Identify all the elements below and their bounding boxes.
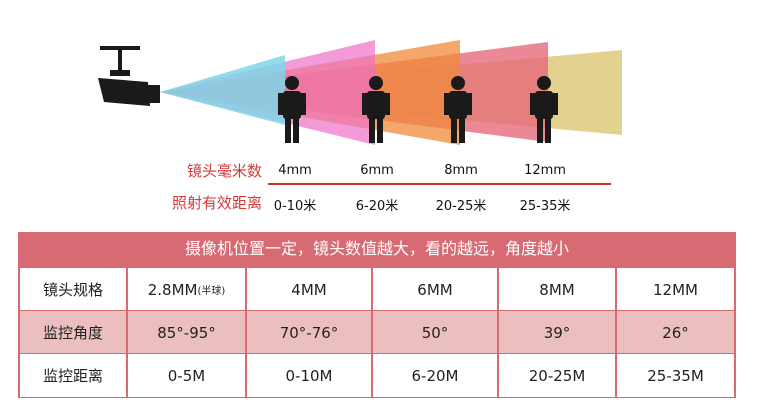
divider-line: [268, 183, 611, 185]
beam-4mm: [160, 55, 285, 125]
lens-value: 8mm: [444, 163, 478, 178]
lens-value: 6mm: [360, 163, 394, 178]
table-row: 监控角度 85°-95° 70°-76° 50° 39° 26°: [20, 311, 734, 354]
lens-value: 12mm: [524, 163, 566, 178]
row-label: 监控距离: [20, 354, 128, 397]
row-label: 监控角度: [20, 311, 128, 354]
cell-value: 2.8MM: [147, 280, 198, 299]
camera-range-illustration: [98, 40, 622, 145]
effective-distance-label: 照射有效距离: [171, 194, 262, 212]
distance-value: 25-35米: [519, 199, 571, 214]
camera-icon: [98, 46, 160, 106]
person-icon: [362, 76, 390, 143]
table-cell: 4MM: [247, 268, 373, 311]
table-banner: 摄像机位置一定，镜头数值越大，看的越远，角度越小: [18, 232, 736, 266]
person-icon: [444, 76, 472, 143]
table-cell: 85°-95°: [128, 311, 247, 354]
table-cell: 70°-76°: [247, 311, 373, 354]
distance-value: 6-20米: [355, 199, 399, 214]
table-cell: 6-20M: [373, 354, 499, 397]
table-cell: 26°: [662, 323, 689, 342]
lens-mm-label: 镜头毫米数: [186, 162, 262, 180]
lens-value: 4mm: [278, 163, 312, 178]
table-cell: 39°: [499, 311, 617, 354]
dome-note: (半球): [197, 286, 226, 297]
table-cell: 0-10M: [247, 354, 373, 397]
table-cell: 20-25M: [499, 354, 617, 397]
table-cell: 50°: [373, 311, 499, 354]
table-cell: 25-35M: [647, 366, 704, 385]
distance-value: 0-10米: [273, 199, 317, 214]
row-label: 镜头规格: [20, 268, 128, 311]
table-cell: 0-5M: [128, 354, 247, 397]
table-cell: 6MM: [373, 268, 499, 311]
table-row: 镜头规格 2.8MM (半球) 4MM 6MM 8MM 12MM: [20, 268, 734, 311]
table-cell: 8MM: [499, 268, 617, 311]
table-cell: 12MM: [653, 280, 698, 299]
distance-value: 20-25米: [435, 199, 487, 214]
table-row: 监控距离 0-5M 0-10M 6-20M 20-25M 25-35M: [20, 354, 734, 397]
person-icon: [530, 76, 558, 143]
table-cell: 2.8MM (半球): [128, 268, 247, 311]
person-icon: [278, 76, 306, 143]
spec-table: 镜头规格 2.8MM (半球) 4MM 6MM 8MM 12MM 监控角度 85°…: [18, 266, 736, 398]
